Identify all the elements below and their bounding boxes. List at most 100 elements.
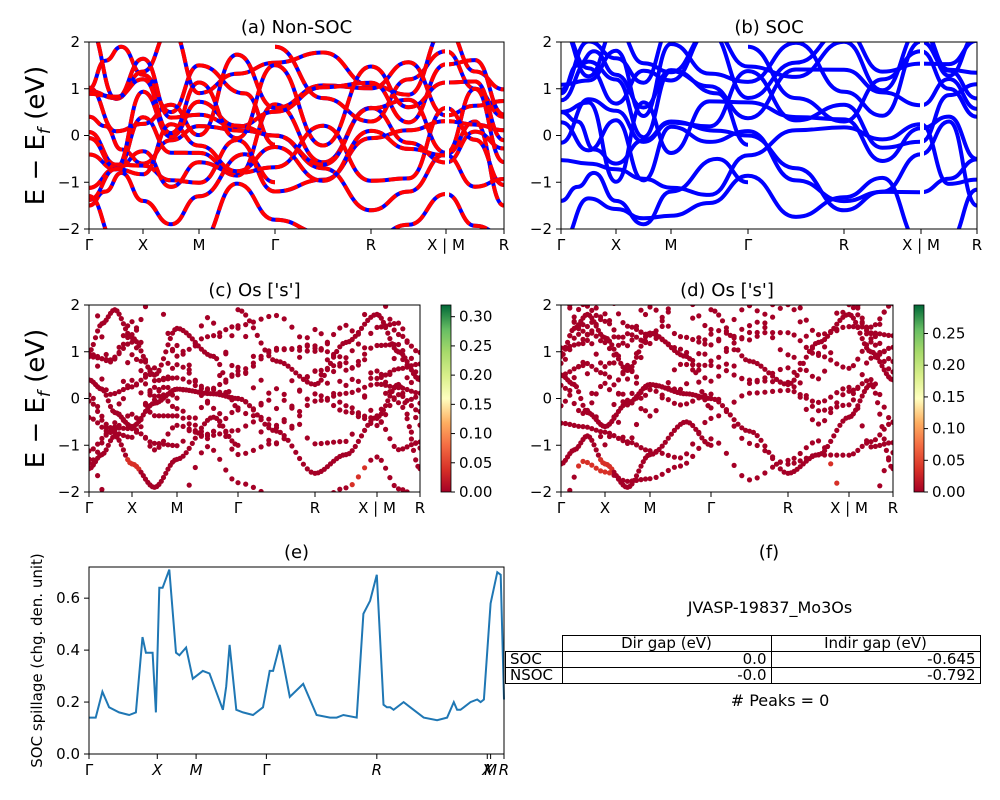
kpath-break bbox=[920, 42, 924, 229]
projection-point bbox=[391, 327, 397, 333]
projection-point bbox=[816, 299, 821, 304]
projection-point bbox=[217, 381, 223, 388]
projection-point bbox=[400, 326, 406, 332]
projection-point bbox=[881, 367, 887, 373]
projection-point bbox=[822, 298, 827, 303]
column-header: Indir gap (eV) bbox=[770, 635, 981, 652]
projection-point bbox=[690, 441, 696, 447]
projection-point bbox=[633, 334, 640, 340]
projection-point bbox=[629, 368, 635, 375]
band-line-spin-down bbox=[89, 86, 504, 170]
projection-point bbox=[576, 326, 582, 332]
projection-point bbox=[243, 423, 249, 429]
projection-point bbox=[103, 447, 109, 453]
projection-point bbox=[696, 429, 702, 435]
projection-point bbox=[374, 375, 380, 381]
projection-point bbox=[872, 443, 879, 449]
projection-point bbox=[872, 342, 879, 348]
projection-point bbox=[169, 392, 176, 398]
projection-point bbox=[624, 331, 631, 337]
projection-point bbox=[653, 448, 659, 455]
projection-point bbox=[815, 376, 822, 382]
row-label: NSOC bbox=[505, 667, 563, 684]
projection-point bbox=[859, 336, 865, 342]
projection-point bbox=[620, 399, 626, 405]
projection-point bbox=[797, 338, 803, 344]
projection-point bbox=[211, 391, 217, 397]
projection-point bbox=[857, 330, 863, 336]
projection-point bbox=[659, 443, 665, 449]
projection-point bbox=[133, 345, 140, 351]
projection-point bbox=[235, 325, 241, 331]
projection-point bbox=[598, 429, 604, 435]
projection-point bbox=[677, 386, 684, 392]
projection-point bbox=[379, 293, 384, 298]
projection-point bbox=[881, 426, 887, 432]
colorbar-tick-label: 0.15 bbox=[459, 395, 492, 413]
projection-point bbox=[387, 475, 393, 481]
projection-point bbox=[684, 401, 690, 407]
band-line-soc bbox=[747, 44, 977, 124]
projection-point bbox=[859, 393, 865, 399]
projection-point bbox=[147, 443, 153, 449]
projection-point bbox=[746, 390, 753, 396]
projection-point bbox=[235, 427, 241, 433]
projection-point bbox=[103, 424, 109, 431]
projection-point bbox=[690, 398, 696, 404]
projection-point bbox=[304, 335, 310, 341]
projection-point bbox=[624, 439, 631, 445]
projection-point bbox=[647, 305, 653, 310]
projection-point bbox=[872, 333, 879, 340]
projection-point bbox=[677, 346, 684, 352]
x-tick-label: X bbox=[481, 761, 493, 779]
projection-point bbox=[859, 443, 865, 449]
y-tick-label: 1 bbox=[70, 343, 80, 361]
projection-point bbox=[243, 312, 249, 318]
projection-point bbox=[417, 390, 420, 396]
projection-point bbox=[337, 354, 343, 360]
projection-point bbox=[211, 432, 217, 438]
projection-point bbox=[387, 402, 393, 409]
projection-point bbox=[368, 407, 374, 413]
projection-point bbox=[766, 449, 772, 455]
projection-point bbox=[708, 307, 714, 313]
x-tick-label: R bbox=[839, 236, 849, 254]
projection-point bbox=[99, 334, 105, 340]
projection-point bbox=[665, 452, 671, 458]
projection-point bbox=[785, 296, 790, 301]
projection-point bbox=[792, 296, 797, 301]
projection-point bbox=[147, 367, 153, 373]
y-axis-label: E − Ef (eV) bbox=[21, 66, 55, 206]
projection-point bbox=[638, 463, 644, 469]
projection-point bbox=[165, 330, 171, 336]
projection-point bbox=[160, 392, 167, 398]
projection-point bbox=[368, 295, 373, 300]
projection-point bbox=[318, 377, 324, 383]
projection-point bbox=[611, 382, 617, 388]
projection-point bbox=[593, 427, 599, 433]
projection-point bbox=[120, 432, 126, 438]
projection-point bbox=[731, 363, 737, 369]
projection-point bbox=[142, 305, 149, 310]
projection-point bbox=[258, 414, 264, 420]
projection-point bbox=[739, 353, 745, 359]
projection-point bbox=[235, 364, 241, 370]
projection-point bbox=[151, 447, 158, 453]
projection-point bbox=[129, 332, 135, 338]
projection-point bbox=[868, 501, 873, 506]
projection-point bbox=[731, 372, 737, 378]
projection-point bbox=[576, 331, 582, 337]
projection-point bbox=[387, 316, 393, 322]
x-tick-label: Γ bbox=[234, 499, 243, 517]
projection-point bbox=[855, 384, 861, 390]
projection-point bbox=[289, 496, 294, 501]
projection-point bbox=[602, 429, 608, 435]
projection-point bbox=[281, 347, 287, 353]
colorbar-tick-label: 0.10 bbox=[932, 420, 965, 438]
projection-point bbox=[850, 324, 857, 330]
projection-point bbox=[217, 333, 223, 339]
projection-point bbox=[571, 400, 577, 407]
projection-point bbox=[235, 372, 241, 378]
projection-point bbox=[413, 390, 419, 396]
projection-point bbox=[785, 352, 791, 358]
